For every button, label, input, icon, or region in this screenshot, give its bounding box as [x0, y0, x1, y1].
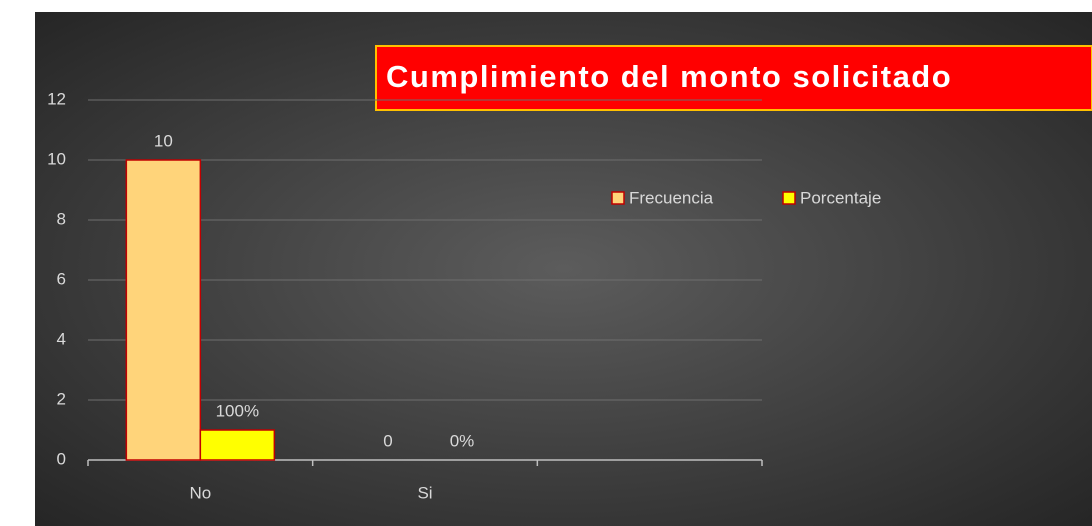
data-label: 0%	[450, 431, 475, 450]
y-tick-label: 12	[47, 89, 66, 108]
legend-swatch	[611, 191, 625, 205]
bar	[125, 159, 202, 461]
legend-label: Porcentaje	[800, 188, 881, 207]
data-label: 100%	[216, 401, 259, 420]
bar	[199, 429, 276, 461]
y-tick-label: 8	[57, 209, 66, 228]
legend-swatch	[782, 191, 796, 205]
title-box	[375, 45, 1092, 111]
y-tick-label: 2	[57, 389, 66, 408]
y-tick-label: 0	[57, 449, 66, 468]
x-tick-label: Si	[417, 483, 432, 502]
data-label: 0	[383, 431, 392, 450]
y-tick-label: 10	[47, 149, 66, 168]
x-tick-label: No	[189, 483, 211, 502]
y-tick-label: 6	[57, 269, 66, 288]
y-tick-label: 4	[57, 329, 66, 348]
legend-label: Frecuencia	[629, 188, 714, 207]
chart-title: Cumplimiento del monto solicitado	[386, 59, 952, 94]
data-label: 10	[154, 131, 173, 150]
